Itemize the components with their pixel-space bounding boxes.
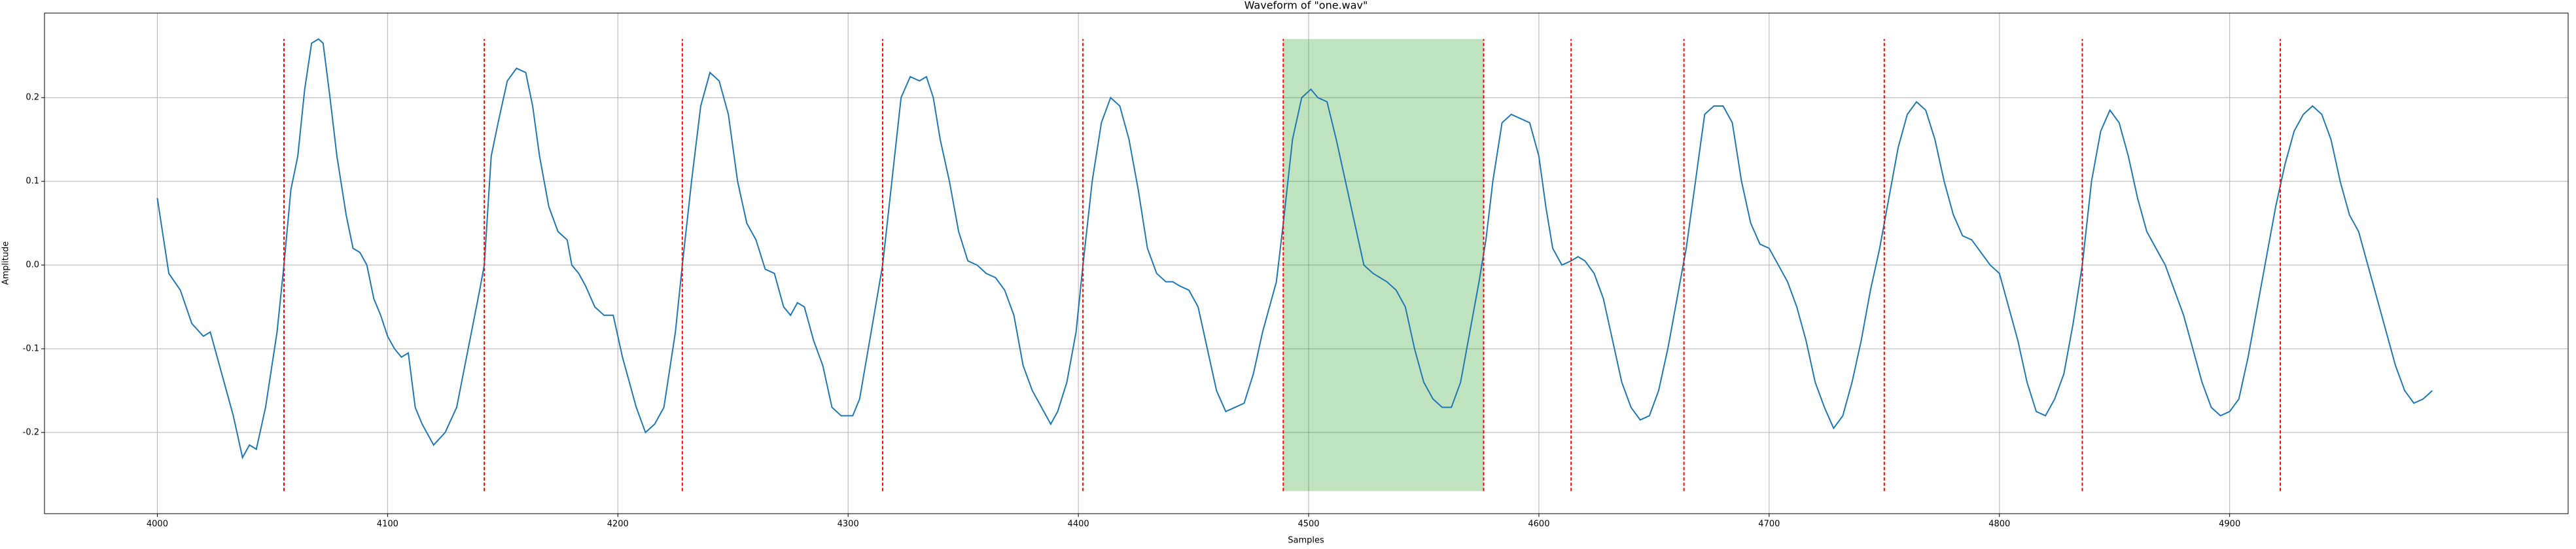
x-tick-label: 4600 xyxy=(1528,520,1549,529)
x-tick-label: 4800 xyxy=(1988,520,2010,529)
x-tick-label: 4300 xyxy=(838,520,859,529)
highlight-span xyxy=(1283,39,1484,491)
x-tick-label: 4400 xyxy=(1068,520,1089,529)
x-axis-label: Samples xyxy=(1288,536,1324,546)
chart-title: Waveform of "one.wav" xyxy=(1244,0,1368,12)
x-tick-label: 4200 xyxy=(607,520,629,529)
y-tick-label: 0.1 xyxy=(26,177,39,186)
x-tick-label: 4500 xyxy=(1297,520,1319,529)
x-tick-label: 4100 xyxy=(377,520,398,529)
x-tick-label: 4900 xyxy=(2219,520,2240,529)
y-tick-label: -0.1 xyxy=(23,344,39,353)
x-tick-label: 4000 xyxy=(147,520,168,529)
waveform-line xyxy=(156,38,2433,460)
y-tick-label: -0.2 xyxy=(23,427,39,437)
y-tick-label: 0.0 xyxy=(26,260,39,270)
y-axis-label: Amplitude xyxy=(1,241,11,285)
plot-frame xyxy=(44,12,2569,514)
y-tick-label: 0.2 xyxy=(26,93,39,103)
x-tick-label: 4700 xyxy=(1758,520,1780,529)
